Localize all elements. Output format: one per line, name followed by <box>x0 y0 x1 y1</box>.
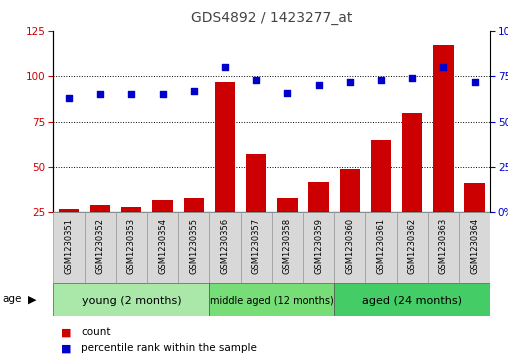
Text: ■: ■ <box>61 327 72 337</box>
Bar <box>433 45 454 212</box>
Point <box>439 64 448 70</box>
Point <box>470 79 479 85</box>
Text: GSM1230364: GSM1230364 <box>470 218 479 274</box>
Bar <box>53 212 84 283</box>
Text: middle aged (12 months): middle aged (12 months) <box>210 296 334 306</box>
Point <box>221 64 229 70</box>
Bar <box>277 198 298 212</box>
Bar <box>178 212 209 283</box>
Point <box>158 91 167 97</box>
Bar <box>84 212 116 283</box>
Text: GSM1230360: GSM1230360 <box>345 218 354 274</box>
Bar <box>397 212 428 283</box>
Point <box>128 91 136 97</box>
Bar <box>241 212 272 283</box>
Point <box>408 75 416 81</box>
Bar <box>340 169 360 212</box>
Bar <box>209 283 334 316</box>
Point <box>377 77 385 83</box>
Bar <box>246 154 266 212</box>
Text: GDS4892 / 1423277_at: GDS4892 / 1423277_at <box>191 11 353 25</box>
Bar <box>428 212 459 283</box>
Bar <box>53 283 209 316</box>
Text: GSM1230362: GSM1230362 <box>408 218 417 274</box>
Text: GSM1230358: GSM1230358 <box>283 218 292 274</box>
Point <box>314 82 323 88</box>
Bar <box>308 182 329 212</box>
Text: GSM1230354: GSM1230354 <box>158 218 167 274</box>
Text: GSM1230361: GSM1230361 <box>376 218 386 274</box>
Text: GSM1230352: GSM1230352 <box>96 218 105 274</box>
Bar <box>464 183 485 212</box>
Text: young (2 months): young (2 months) <box>82 296 181 306</box>
Text: GSM1230363: GSM1230363 <box>439 218 448 274</box>
Text: ▶: ▶ <box>28 294 37 305</box>
Point <box>65 95 73 101</box>
Bar <box>334 212 365 283</box>
Bar <box>303 212 334 283</box>
Point <box>96 91 104 97</box>
Bar <box>116 212 147 283</box>
Bar <box>209 212 241 283</box>
Text: aged (24 months): aged (24 months) <box>362 296 462 306</box>
Bar <box>365 212 397 283</box>
Point <box>346 79 354 85</box>
Text: age: age <box>3 294 22 305</box>
Bar <box>121 207 142 212</box>
Text: ■: ■ <box>61 343 72 354</box>
Bar <box>272 212 303 283</box>
Text: GSM1230356: GSM1230356 <box>220 218 230 274</box>
Text: percentile rank within the sample: percentile rank within the sample <box>81 343 257 354</box>
Text: count: count <box>81 327 111 337</box>
Point <box>252 77 260 83</box>
Bar <box>215 82 235 212</box>
Point <box>189 88 198 94</box>
Point <box>283 90 292 95</box>
Bar <box>371 140 391 212</box>
Text: GSM1230353: GSM1230353 <box>127 218 136 274</box>
Text: GSM1230357: GSM1230357 <box>251 218 261 274</box>
Bar <box>59 209 79 212</box>
Bar <box>334 283 490 316</box>
Text: GSM1230351: GSM1230351 <box>65 218 74 274</box>
Bar <box>152 200 173 212</box>
Text: GSM1230359: GSM1230359 <box>314 218 323 274</box>
Text: GSM1230355: GSM1230355 <box>189 218 198 274</box>
Bar <box>402 113 422 212</box>
Bar <box>90 205 110 212</box>
Bar <box>459 212 490 283</box>
Bar <box>183 198 204 212</box>
Bar <box>147 212 178 283</box>
